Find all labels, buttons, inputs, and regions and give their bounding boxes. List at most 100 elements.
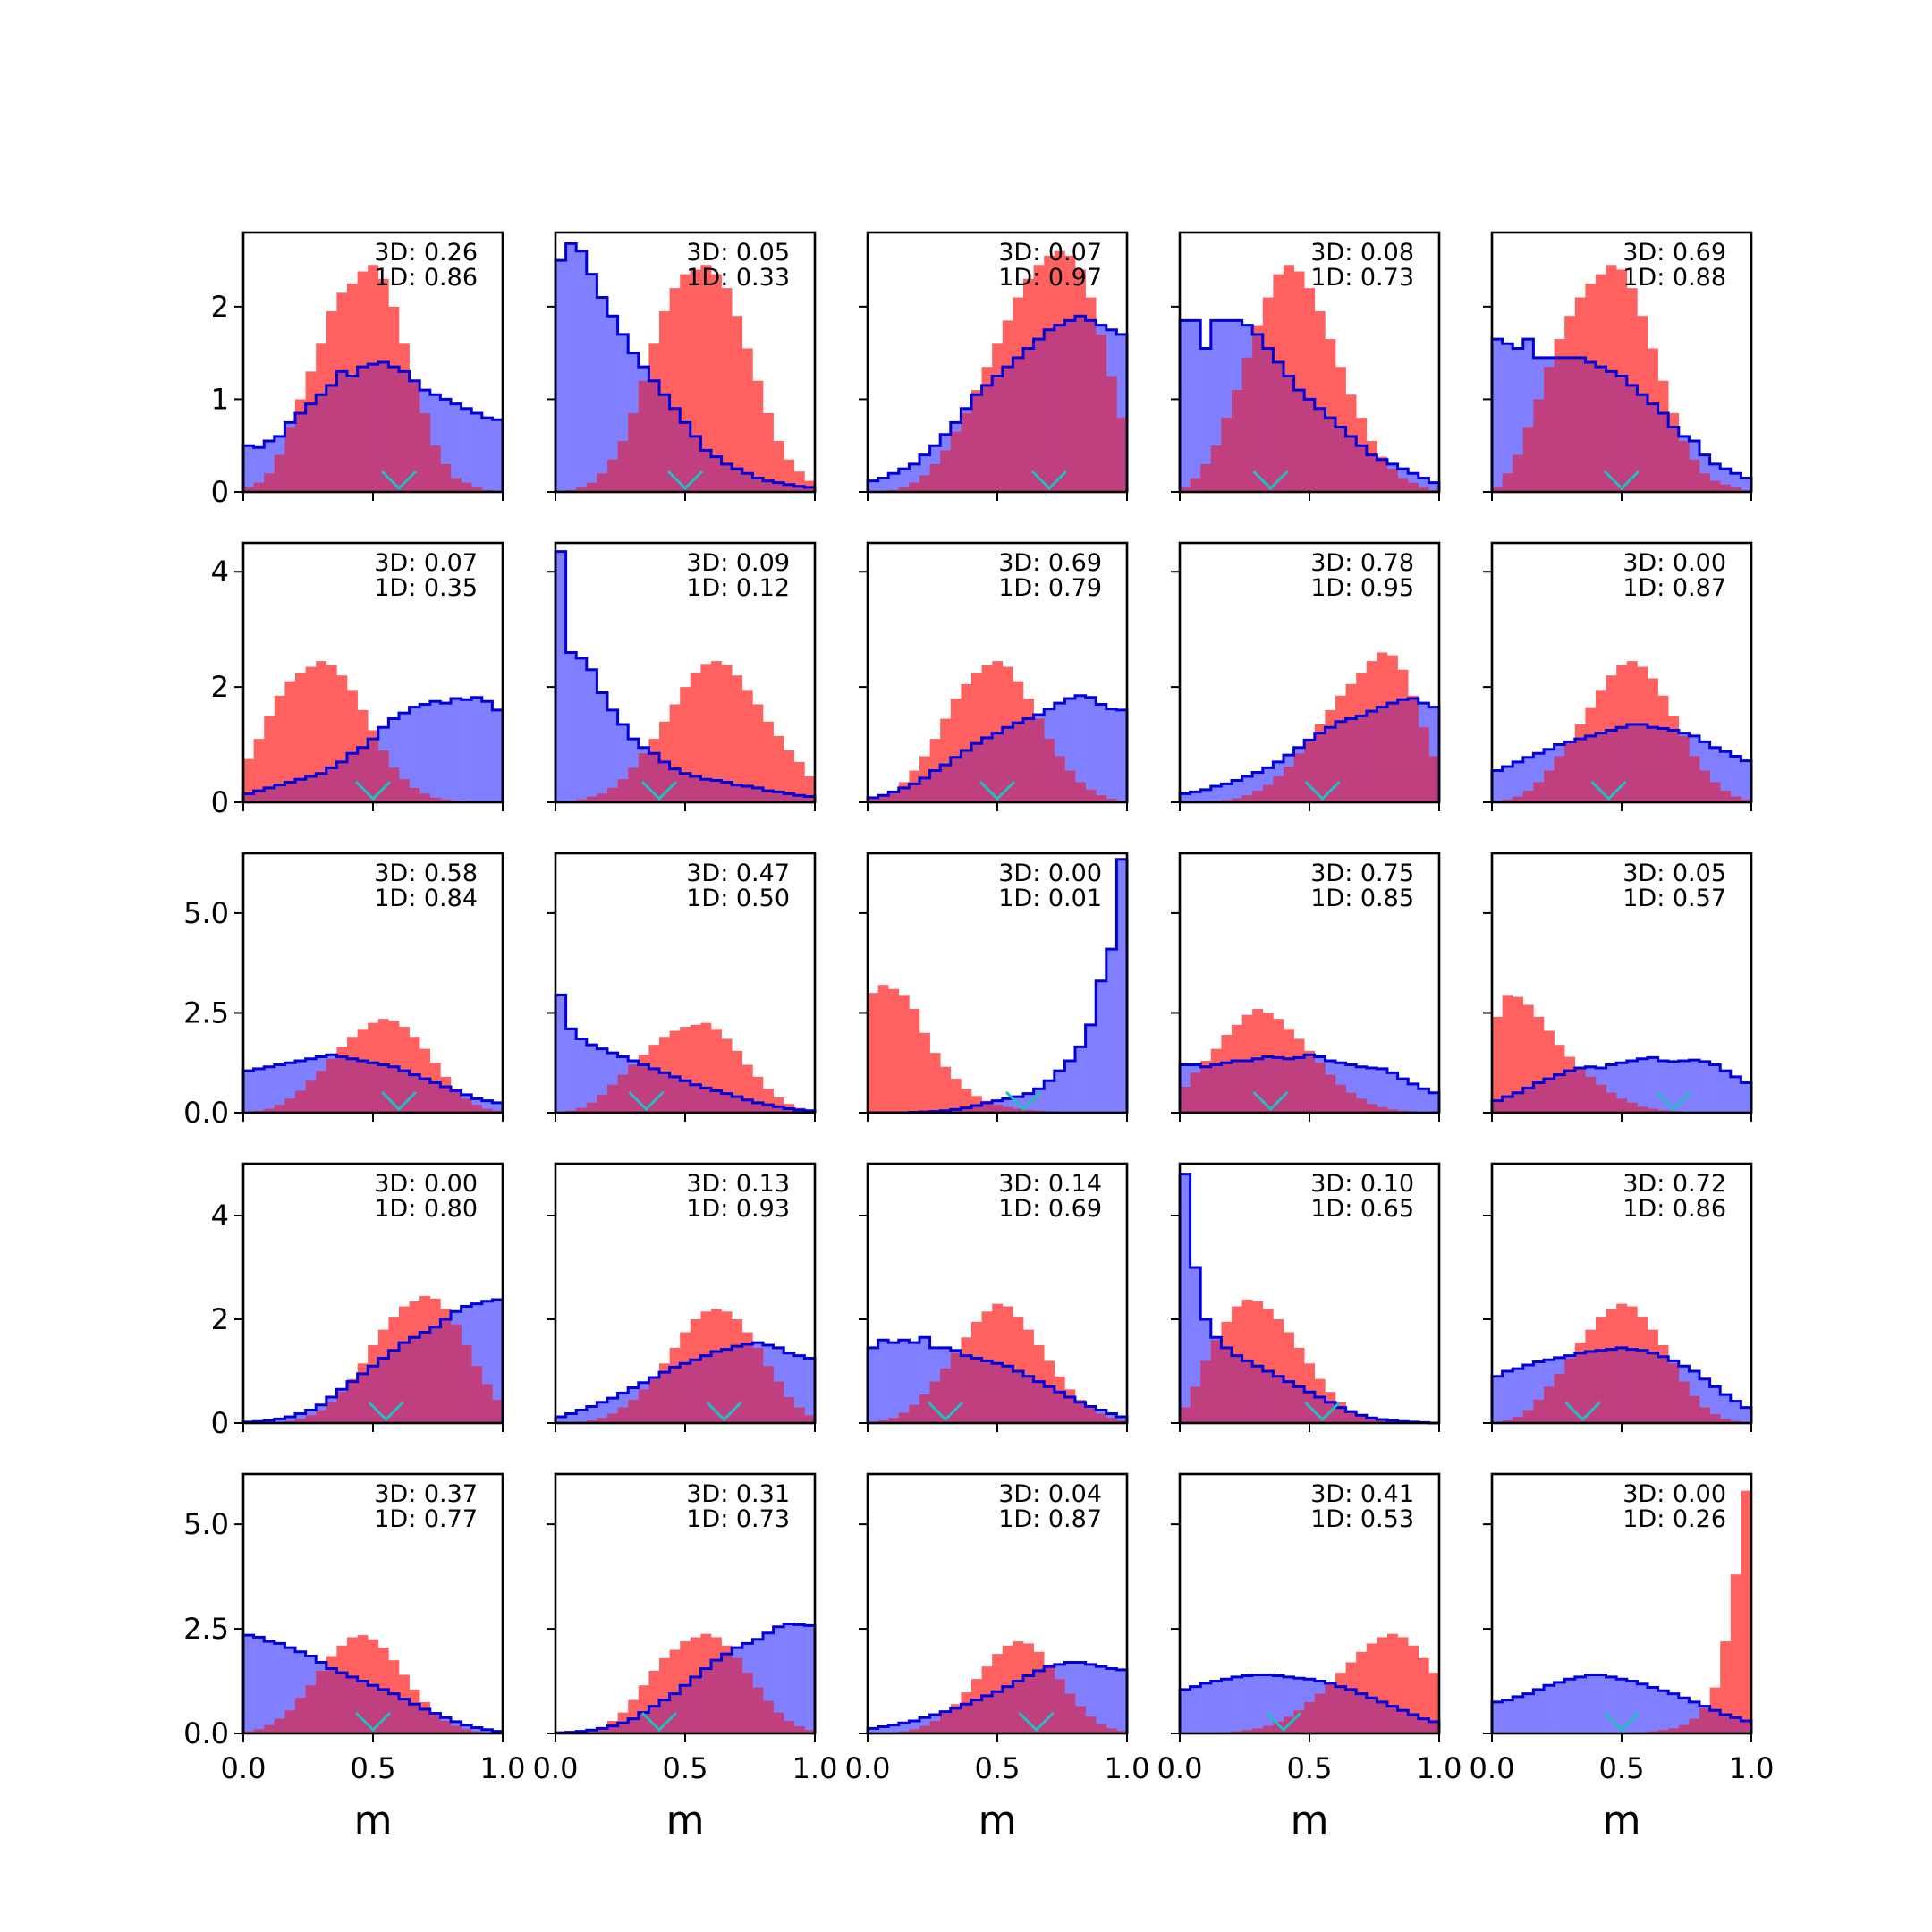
bar-overlap [1335, 427, 1346, 492]
bar-blue [253, 1637, 265, 1733]
bar-blue [1085, 1664, 1097, 1733]
bar-overlap [628, 1718, 640, 1733]
label-1d: 1D: 0.12 [686, 574, 790, 602]
bar-overlap [1241, 795, 1253, 802]
bar-overlap [1513, 454, 1524, 492]
marker-chevron [380, 1090, 418, 1112]
bar-overlap [763, 1105, 774, 1113]
bar-overlap [1044, 329, 1055, 492]
bar-blue [1200, 1682, 1212, 1733]
bar-blue [586, 274, 597, 492]
bar-blue [888, 1343, 900, 1423]
bar-blue [481, 1301, 493, 1423]
bar-overlap [628, 1399, 640, 1423]
bar-overlap [741, 785, 753, 802]
bar-blue [555, 260, 566, 492]
bar-overlap [1210, 1340, 1222, 1423]
bar-overlap [1075, 1402, 1086, 1423]
step-blue [242, 360, 504, 492]
bar-overlap [1637, 394, 1648, 492]
bar-overlap [1304, 1055, 1316, 1113]
bar-red [732, 675, 743, 802]
bar-overlap [1013, 723, 1024, 802]
bar-blue [429, 394, 441, 492]
bar-overlap [1023, 1109, 1034, 1113]
y-tick-label: 2.5 [183, 996, 229, 1030]
bar-red [1492, 1016, 1503, 1113]
bar-blue [295, 1651, 306, 1733]
bar-overlap [711, 1351, 722, 1423]
step-blue [1490, 723, 1753, 802]
bar-overlap [1356, 445, 1368, 492]
bar-overlap [429, 445, 441, 492]
y-tick-label: 4 [211, 1199, 229, 1233]
bar-red [264, 716, 275, 802]
bar-overlap [1335, 721, 1346, 802]
bar-overlap [659, 761, 670, 802]
bar-overlap [971, 1699, 982, 1733]
bar-blue [1699, 1378, 1710, 1423]
bar-overlap [586, 482, 597, 492]
marker-chevron [380, 470, 418, 491]
bar-blue [1106, 949, 1117, 1113]
bar-overlap [1044, 1666, 1055, 1733]
bar-overlap [368, 1685, 379, 1733]
bar-blue [429, 701, 441, 802]
bar-red [295, 673, 306, 802]
bar-overlap [1585, 1076, 1597, 1113]
bar-blue [1190, 320, 1201, 492]
bar-red [1502, 995, 1513, 1113]
bar-red [732, 1050, 743, 1113]
bar-blue [1668, 1061, 1680, 1113]
bar-overlap [243, 487, 254, 492]
bar-overlap [1408, 699, 1419, 802]
bar-overlap [607, 1413, 618, 1423]
bar-overlap [1522, 1410, 1534, 1423]
bar-overlap [909, 1404, 920, 1423]
bar-blue [1709, 1064, 1721, 1113]
bar-overlap [1397, 1710, 1409, 1733]
bar-blue [1720, 469, 1732, 492]
bar-blue [607, 1053, 618, 1113]
bar-red [773, 735, 784, 802]
bar-blue [1513, 348, 1524, 492]
bar-overlap [451, 1725, 462, 1733]
x-tick-label: 0.5 [1599, 1751, 1645, 1785]
bar-overlap [1564, 741, 1576, 802]
bar-overlap [1366, 1419, 1377, 1423]
bar-overlap [1616, 1098, 1628, 1113]
bar-blue [481, 701, 493, 802]
bar-red [909, 1009, 920, 1113]
bar-blue [1210, 320, 1222, 492]
label-1d: 1D: 0.86 [374, 264, 478, 292]
bar-blue [243, 1635, 254, 1733]
bar-overlap [388, 1693, 400, 1733]
bar-red [669, 1030, 681, 1113]
step-blue [1178, 1053, 1441, 1113]
bar-red [1720, 1641, 1732, 1733]
bar-blue [877, 478, 889, 492]
bar-overlap [1492, 487, 1503, 492]
bar-overlap [1720, 1714, 1732, 1733]
y-tick-label: 2 [211, 670, 229, 704]
bar-overlap [1023, 718, 1034, 802]
bar-overlap [950, 1352, 962, 1423]
bar-overlap [607, 1725, 618, 1733]
x-tick-label: 0.5 [351, 1751, 396, 1785]
label-3d: 3D: 0.37 [374, 1480, 478, 1508]
bar-overlap [597, 1418, 608, 1423]
bar-overlap [929, 1381, 941, 1423]
bar-overlap [971, 1105, 982, 1113]
bar-red [690, 269, 701, 492]
bar-overlap [981, 1695, 993, 1733]
bar-overlap [971, 394, 982, 492]
bar-overlap [1064, 320, 1076, 492]
step-blue [866, 694, 1129, 802]
label-1d: 1D: 0.65 [1310, 1195, 1414, 1223]
bar-overlap [628, 1064, 640, 1113]
bar-overlap [253, 791, 265, 802]
bar-overlap [326, 385, 337, 492]
bar-overlap [711, 456, 722, 492]
